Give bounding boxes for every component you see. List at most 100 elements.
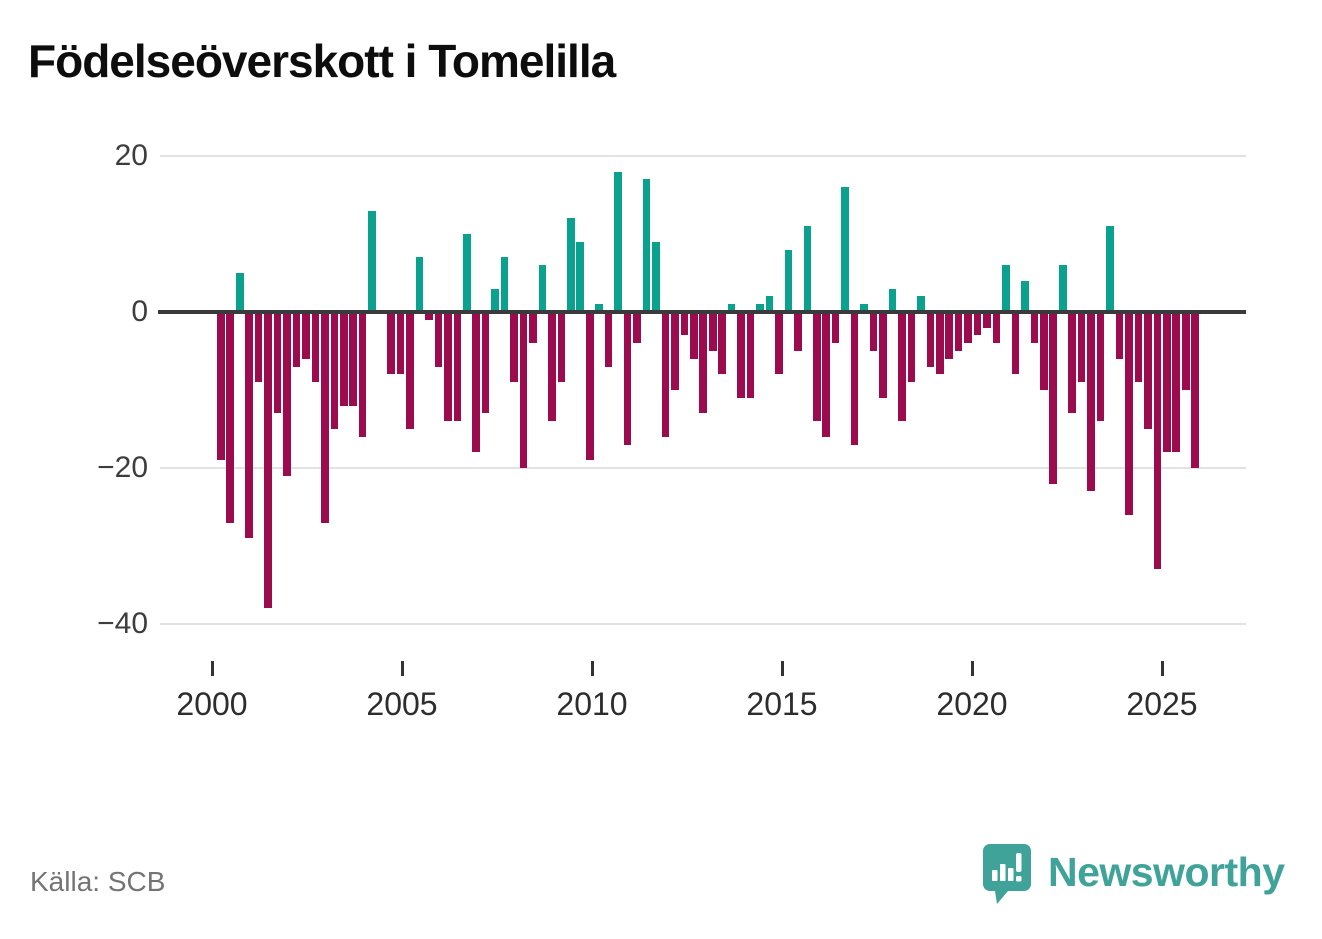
bar-2025-Q1 <box>1163 312 1171 453</box>
newsworthy-bubble-chart-icon <box>982 843 1032 910</box>
bar-2016-Q1 <box>822 312 831 437</box>
newsworthy-logo: Newsworthy <box>982 843 1285 910</box>
bar-2013-Q4 <box>737 312 745 398</box>
bar-2021-Q4 <box>1040 312 1048 390</box>
bar-2021-Q2 <box>1021 280 1029 312</box>
bar-2020-Q1 <box>973 312 982 336</box>
y-axis-label--40: −40 <box>97 607 148 640</box>
bar-2025-Q4 <box>1191 312 1199 468</box>
gridline--20 <box>160 467 1246 469</box>
bar-2006-Q3 <box>462 234 471 312</box>
bar-2020-Q4 <box>1002 265 1010 312</box>
bar-2001-Q3 <box>273 312 282 414</box>
bar-2018-Q2 <box>907 312 916 383</box>
bar-2000-Q2 <box>226 312 235 523</box>
bar-2007-Q3 <box>500 257 509 312</box>
bar-2006-Q2 <box>453 312 462 422</box>
bar-2000-Q3 <box>235 273 244 312</box>
bar-2009-Q3 <box>576 241 585 312</box>
bar-2025-Q3 <box>1181 312 1190 390</box>
bar-2007-Q2 <box>491 288 499 312</box>
x-axis-tick-2025 <box>1160 661 1164 676</box>
bar-2021-Q1 <box>1011 312 1020 375</box>
bar-2011-Q1 <box>633 312 641 344</box>
x-axis-tick-2010 <box>590 661 594 676</box>
bar-2012-Q4 <box>699 312 708 414</box>
x-axis-label-2005: 2005 <box>366 686 438 722</box>
x-axis-tick-2005 <box>400 661 404 676</box>
x-axis-tick-2000 <box>210 661 214 676</box>
x-axis-label-2010: 2010 <box>556 686 628 722</box>
bar-2019-Q4 <box>964 312 972 344</box>
bar-2022-Q3 <box>1068 312 1076 414</box>
bar-2013-Q2 <box>718 312 726 375</box>
bar-2010-Q4 <box>623 312 632 445</box>
bar-2002-Q2 <box>302 312 310 359</box>
bar-2004-Q3 <box>387 312 395 375</box>
bar-2022-Q4 <box>1077 312 1086 383</box>
x-axis-label-2020: 2020 <box>936 686 1008 722</box>
page-title: Födelseöverskott i Tomelilla <box>28 35 616 87</box>
bar-2005-Q3 <box>425 312 433 320</box>
bar-2023-Q1 <box>1087 312 1095 492</box>
bar-2003-Q4 <box>358 312 367 437</box>
bar-2024-Q4 <box>1153 312 1162 570</box>
bar-2007-Q4 <box>510 312 518 383</box>
bar-2024-Q1 <box>1125 312 1133 515</box>
newsworthy-logo-text: Newsworthy <box>1048 849 1285 895</box>
bar-2019-Q2 <box>945 312 953 359</box>
bar-2001-Q2 <box>264 312 272 609</box>
bar-2001-Q1 <box>254 312 263 383</box>
bar-2008-Q2 <box>529 312 537 344</box>
bar-2017-Q3 <box>879 312 887 398</box>
x-axis-tick-2020 <box>970 661 974 676</box>
bar-2006-Q4 <box>472 312 480 453</box>
bar-2003-Q1 <box>330 312 339 429</box>
bar-2001-Q4 <box>283 312 291 476</box>
bar-2017-Q4 <box>888 288 897 312</box>
bar-2002-Q4 <box>321 312 329 523</box>
x-axis-tick-2015 <box>780 661 784 676</box>
bar-2007-Q1 <box>481 312 490 414</box>
zero-baseline <box>158 310 1246 314</box>
bar-2009-Q4 <box>585 312 594 461</box>
bar-2024-Q2 <box>1134 312 1143 383</box>
bar-2018-Q4 <box>926 312 935 367</box>
bar-2002-Q3 <box>311 312 320 383</box>
x-axis-label-2025: 2025 <box>1126 686 1198 722</box>
bar-2014-Q2 <box>756 304 764 312</box>
bar-2015-Q1 <box>784 249 793 312</box>
source-label: Källa: SCB <box>30 866 166 897</box>
bar-2025-Q2 <box>1172 312 1181 453</box>
bar-2016-Q3 <box>841 187 849 312</box>
bar-2017-Q2 <box>869 312 878 351</box>
bar-2013-Q1 <box>708 312 717 351</box>
bar-2019-Q1 <box>935 312 944 375</box>
bar-2022-Q2 <box>1058 265 1067 312</box>
bar-2017-Q1 <box>860 304 868 312</box>
bar-2022-Q1 <box>1049 312 1058 484</box>
bar-2002-Q1 <box>292 312 301 367</box>
bar-2010-Q1 <box>595 304 603 312</box>
bar-2008-Q1 <box>519 312 528 468</box>
bar-2005-Q4 <box>434 312 443 367</box>
bar-2003-Q2 <box>339 312 348 406</box>
bar-2011-Q3 <box>652 241 660 312</box>
bar-2014-Q3 <box>765 296 774 312</box>
bar-2008-Q3 <box>538 265 547 312</box>
y-axis-label--20: −20 <box>97 451 148 484</box>
bar-2023-Q4 <box>1115 312 1124 359</box>
bar-2009-Q2 <box>567 218 575 312</box>
bar-2020-Q3 <box>992 312 1001 344</box>
bar-2023-Q2 <box>1096 312 1105 422</box>
bar-2000-Q1 <box>217 312 225 461</box>
bar-2014-Q1 <box>746 312 755 398</box>
bar-2012-Q1 <box>671 312 679 390</box>
bar-2012-Q3 <box>690 312 698 359</box>
bar-2016-Q4 <box>850 312 859 445</box>
x-axis-label-2000: 2000 <box>176 686 248 722</box>
bar-2011-Q2 <box>642 179 651 312</box>
bar-2014-Q4 <box>775 312 783 375</box>
bar-2015-Q2 <box>794 312 802 351</box>
